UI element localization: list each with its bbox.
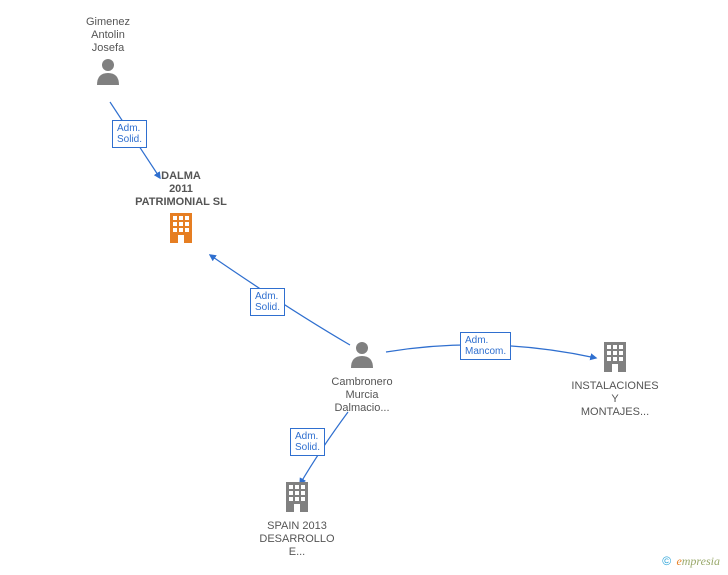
node-label: Gimenez Antolin Josefa [78, 16, 138, 55]
node-gimenez[interactable]: Gimenez Antolin Josefa [78, 16, 138, 89]
edge-label-adm-solid-3: Adm. Solid. [290, 428, 325, 456]
node-spain2013[interactable]: SPAIN 2013 DESARROLLO E... [252, 480, 342, 559]
building-icon [282, 480, 312, 516]
node-label: SPAIN 2013 DESARROLLO E... [252, 520, 342, 559]
person-icon [349, 340, 375, 372]
copyright-symbol: © [662, 554, 671, 568]
node-label: DALMA 2011 PATRIMONIAL SL [126, 170, 236, 209]
building-icon [166, 211, 196, 247]
diagram-canvas: Adm. Solid. Adm. Solid. Adm. Mancom. Adm… [0, 0, 728, 575]
node-instalaciones[interactable]: INSTALACIONES Y MONTAJES... [560, 340, 670, 419]
node-label: Cambronero Murcia Dalmacio... [322, 376, 402, 415]
building-icon [600, 340, 630, 376]
brand-rest: mpresia [682, 554, 720, 568]
person-icon [95, 57, 121, 89]
node-cambronero[interactable]: Cambronero Murcia Dalmacio... [322, 340, 402, 415]
node-label: INSTALACIONES Y MONTAJES... [560, 380, 670, 419]
edge-label-adm-solid-1: Adm. Solid. [112, 120, 147, 148]
node-dalma[interactable]: DALMA 2011 PATRIMONIAL SL [126, 170, 236, 247]
edge-label-adm-solid-2: Adm. Solid. [250, 288, 285, 316]
watermark: © empresia [662, 554, 720, 569]
edge-label-adm-mancom: Adm. Mancom. [460, 332, 511, 360]
